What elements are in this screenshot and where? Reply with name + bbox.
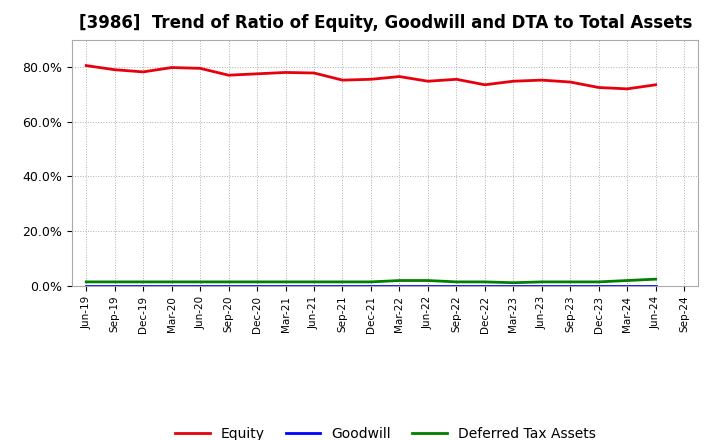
Equity [110, 67, 119, 72]
Equity [623, 86, 631, 92]
Equity [395, 74, 404, 79]
Goodwill [196, 283, 204, 289]
Line: Equity: Equity [86, 66, 656, 89]
Equity [282, 70, 290, 75]
Equity [566, 79, 575, 84]
Deferred Tax Assets [139, 279, 148, 285]
Deferred Tax Assets [423, 278, 432, 283]
Legend: Equity, Goodwill, Deferred Tax Assets: Equity, Goodwill, Deferred Tax Assets [169, 421, 601, 440]
Deferred Tax Assets [167, 279, 176, 285]
Goodwill [338, 283, 347, 289]
Deferred Tax Assets [253, 279, 261, 285]
Goodwill [225, 283, 233, 289]
Goodwill [366, 283, 375, 289]
Deferred Tax Assets [480, 279, 489, 285]
Deferred Tax Assets [395, 278, 404, 283]
Equity [423, 79, 432, 84]
Deferred Tax Assets [282, 279, 290, 285]
Goodwill [452, 283, 461, 289]
Deferred Tax Assets [366, 279, 375, 285]
Goodwill [652, 283, 660, 289]
Equity [595, 85, 603, 90]
Goodwill [253, 283, 261, 289]
Equity [225, 73, 233, 78]
Equity [652, 82, 660, 88]
Deferred Tax Assets [509, 280, 518, 286]
Equity [452, 77, 461, 82]
Deferred Tax Assets [537, 279, 546, 285]
Goodwill [282, 283, 290, 289]
Goodwill [139, 283, 148, 289]
Deferred Tax Assets [595, 279, 603, 285]
Equity [253, 71, 261, 77]
Equity [366, 77, 375, 82]
Goodwill [423, 283, 432, 289]
Goodwill [537, 283, 546, 289]
Deferred Tax Assets [566, 279, 575, 285]
Deferred Tax Assets [196, 279, 204, 285]
Goodwill [310, 283, 318, 289]
Goodwill [509, 283, 518, 289]
Goodwill [480, 283, 489, 289]
Equity [537, 77, 546, 83]
Equity [196, 66, 204, 71]
Deferred Tax Assets [623, 278, 631, 283]
Equity [310, 70, 318, 76]
Goodwill [82, 283, 91, 289]
Line: Deferred Tax Assets: Deferred Tax Assets [86, 279, 656, 283]
Deferred Tax Assets [310, 279, 318, 285]
Deferred Tax Assets [110, 279, 119, 285]
Title: [3986]  Trend of Ratio of Equity, Goodwill and DTA to Total Assets: [3986] Trend of Ratio of Equity, Goodwil… [78, 15, 692, 33]
Goodwill [595, 283, 603, 289]
Goodwill [623, 283, 631, 289]
Goodwill [167, 283, 176, 289]
Equity [82, 63, 91, 68]
Equity [480, 82, 489, 88]
Deferred Tax Assets [225, 279, 233, 285]
Deferred Tax Assets [82, 279, 91, 285]
Deferred Tax Assets [652, 276, 660, 282]
Goodwill [566, 283, 575, 289]
Deferred Tax Assets [452, 279, 461, 285]
Goodwill [395, 283, 404, 289]
Equity [139, 69, 148, 74]
Equity [167, 65, 176, 70]
Deferred Tax Assets [338, 279, 347, 285]
Equity [338, 77, 347, 83]
Goodwill [110, 283, 119, 289]
Equity [509, 79, 518, 84]
